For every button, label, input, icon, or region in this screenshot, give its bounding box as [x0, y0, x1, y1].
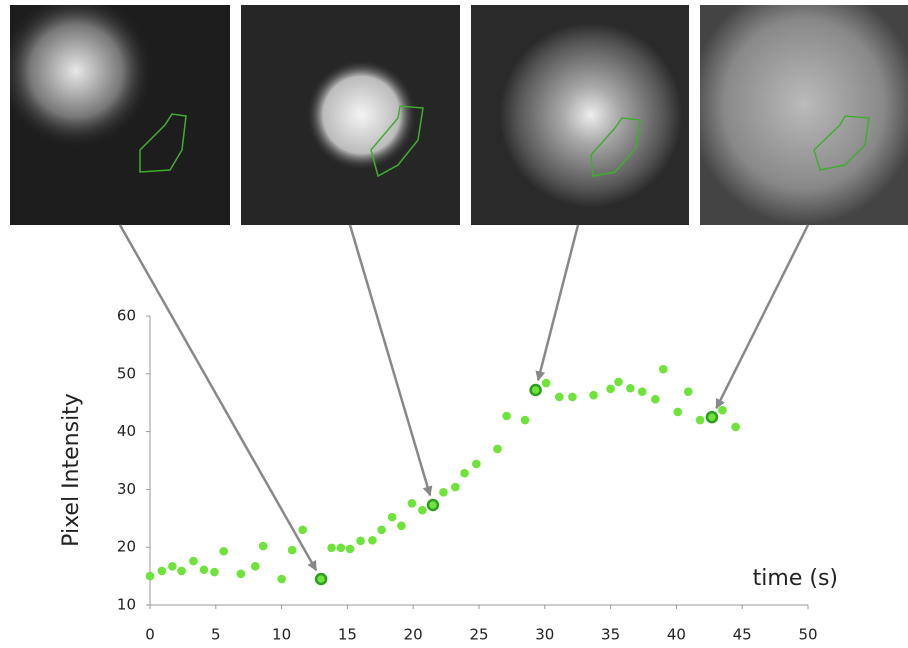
x-tick-label: 45	[733, 626, 752, 644]
x-axis-label: time (s)	[753, 566, 838, 591]
pointer-arrow	[348, 224, 433, 497]
roi-outline	[590, 117, 641, 177]
point	[177, 566, 186, 576]
highlighted-point	[705, 410, 719, 424]
y-tick-label: 30	[117, 480, 136, 498]
point	[368, 535, 377, 545]
x-tick-label: 10	[272, 626, 291, 644]
y-tick-label: 50	[117, 364, 136, 382]
x-tick-label: 50	[798, 626, 817, 644]
point	[472, 459, 481, 469]
point	[695, 415, 705, 425]
x-tick-label: 15	[338, 626, 357, 644]
point	[327, 543, 336, 553]
roi-outline	[813, 115, 870, 171]
point	[568, 392, 577, 402]
x-tick-label: 25	[469, 626, 488, 644]
point	[418, 505, 427, 515]
point	[189, 556, 198, 566]
pointer-arrow	[118, 224, 318, 572]
point	[626, 383, 635, 393]
point	[210, 567, 219, 577]
mri-image	[700, 5, 908, 225]
point	[606, 384, 615, 394]
mri-image-highlight	[10, 5, 230, 225]
x-tick-label: 30	[535, 626, 554, 644]
point	[397, 521, 406, 531]
mri-image-highlight	[241, 5, 460, 225]
point	[387, 512, 397, 522]
x-tick-label: 35	[601, 626, 620, 644]
point	[199, 565, 209, 575]
point	[460, 468, 469, 478]
point	[493, 444, 502, 454]
point	[298, 525, 307, 535]
x-tick-label: 0	[145, 626, 155, 644]
point	[731, 422, 740, 432]
mri-image	[471, 5, 689, 225]
x-tick-label: 5	[211, 626, 221, 644]
point	[589, 390, 598, 400]
point	[658, 364, 668, 374]
point	[377, 525, 386, 535]
point	[258, 541, 268, 551]
pointer-arrow	[715, 224, 810, 410]
point	[277, 574, 286, 584]
y-tick-label: 60	[117, 307, 136, 325]
image-panels	[10, 5, 908, 225]
point	[356, 536, 365, 546]
point	[451, 482, 460, 492]
point	[168, 561, 177, 571]
point	[219, 546, 228, 556]
point	[236, 569, 246, 579]
point	[502, 411, 511, 421]
point	[407, 498, 417, 508]
point	[336, 543, 346, 553]
pointer-arrow	[535, 224, 580, 382]
point	[718, 405, 727, 415]
highlighted-point	[529, 383, 542, 397]
x-tick-label: 20	[404, 626, 423, 644]
point	[554, 392, 564, 402]
point	[439, 487, 448, 497]
point	[345, 544, 355, 554]
point	[651, 394, 660, 404]
point	[683, 387, 693, 397]
point	[520, 415, 530, 425]
x-tick-label: 40	[667, 626, 686, 644]
point	[145, 571, 155, 581]
point	[541, 378, 551, 388]
roi-outline	[370, 105, 424, 178]
highlighted-point	[426, 498, 440, 512]
point	[614, 377, 623, 387]
highlighted-point	[314, 572, 328, 586]
y-tick-label: 40	[117, 422, 136, 440]
point	[637, 387, 647, 397]
y-tick-label: 10	[117, 596, 136, 614]
point	[287, 545, 297, 555]
roi-outline	[139, 113, 187, 173]
y-tick-label: 20	[117, 538, 136, 556]
y-axis-label: Pixel Intensity	[59, 393, 84, 547]
point	[250, 561, 260, 571]
point	[673, 407, 683, 417]
point	[157, 566, 167, 576]
